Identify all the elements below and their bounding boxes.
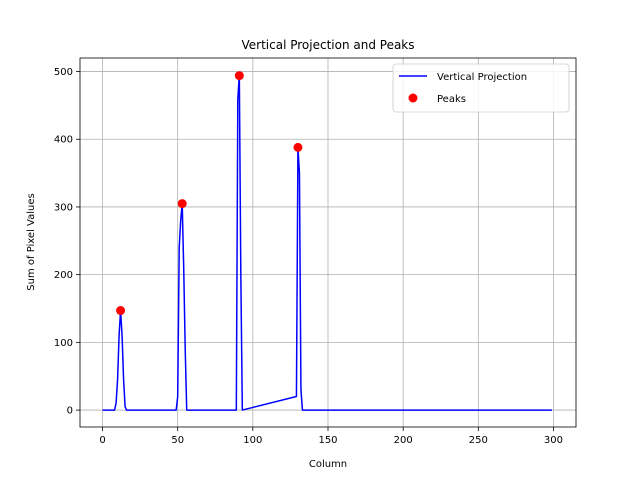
legend-marker-swatch [408, 93, 418, 103]
x-tick-label: 300 [544, 435, 563, 446]
peak-marker [293, 142, 303, 152]
peak-marker [116, 306, 126, 316]
x-tick-label: 200 [394, 435, 413, 446]
x-tick-label: 150 [318, 435, 337, 446]
peak-marker [234, 71, 244, 81]
y-tick-label: 400 [54, 135, 73, 146]
series-layer [102, 71, 552, 411]
legend-box [392, 63, 570, 113]
legend: Vertical Projection Peaks [392, 63, 570, 113]
x-tick-label: 250 [469, 435, 488, 446]
y-tick-label: 200 [54, 270, 73, 281]
peak-marker [177, 199, 187, 209]
x-axis-label: Column [309, 459, 347, 470]
chart-title: Vertical Projection and Peaks [241, 38, 414, 52]
y-tick-label: 300 [54, 202, 73, 213]
legend-label-projection: Vertical Projection [437, 72, 527, 83]
x-tick-label: 50 [171, 435, 184, 446]
x-tick-label: 100 [243, 435, 262, 446]
y-tick-label: 500 [54, 67, 73, 78]
legend-label-peaks: Peaks [437, 94, 466, 105]
y-tick-label: 0 [67, 406, 73, 417]
x-tick-label: 0 [99, 435, 105, 446]
ticks: 0 50 100 150 200 250 300 0 100 200 300 400 500 [54, 67, 563, 446]
y-tick-label: 100 [54, 338, 73, 349]
y-axis-label: Sum of Pixel Values [26, 193, 37, 290]
